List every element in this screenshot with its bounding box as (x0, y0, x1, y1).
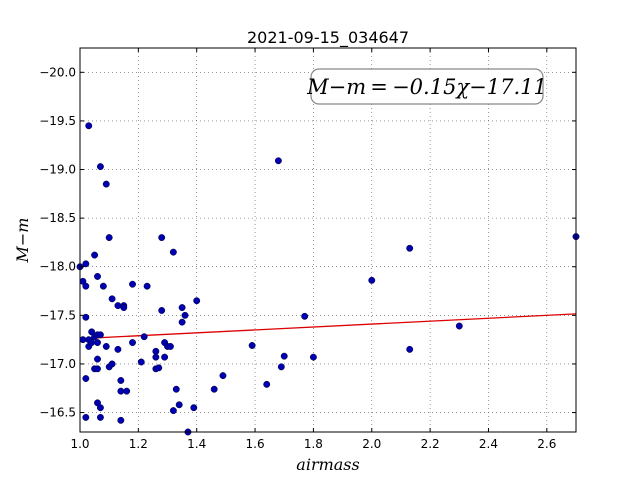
y-tick-label: −17.0 (39, 357, 76, 371)
data-point (102, 180, 110, 188)
data-point (82, 313, 90, 321)
data-point (155, 364, 163, 372)
data-point (161, 353, 169, 361)
y-tick-label: −16.5 (39, 406, 76, 420)
data-point (96, 331, 104, 339)
y-tick-label: −17.5 (39, 308, 76, 322)
data-point (82, 375, 90, 382)
data-point (158, 307, 166, 314)
data-point (263, 380, 271, 388)
data-point (158, 234, 166, 242)
x-tick-label: 2.6 (537, 437, 556, 451)
data-point (82, 282, 90, 290)
data-point (143, 282, 151, 290)
data-point (117, 377, 125, 384)
data-point (248, 342, 256, 349)
y-tick-label: −19.0 (39, 163, 76, 177)
data-point (91, 251, 99, 259)
chart-title: 2021-09-15_034647 (247, 28, 409, 48)
data-point (193, 297, 201, 305)
y-tick-label: −20.0 (39, 65, 76, 79)
data-point (190, 404, 198, 412)
data-point (140, 333, 148, 341)
data-point (108, 360, 116, 368)
data-point (79, 336, 87, 344)
data-point (169, 248, 177, 256)
data-point (114, 302, 122, 310)
data-point (96, 404, 104, 412)
data-point (88, 339, 96, 347)
data-point (368, 276, 376, 284)
data-point (406, 244, 414, 252)
y-tick-label: −19.5 (39, 114, 76, 128)
data-point (274, 157, 282, 165)
data-point (181, 311, 189, 319)
fit-equation-frame (310, 68, 544, 105)
x-tick-label: 1.0 (70, 437, 89, 451)
data-point (108, 295, 116, 303)
fit-line-group (79, 313, 577, 340)
data-point (82, 413, 90, 421)
data-point (166, 343, 174, 350)
data-point (175, 401, 183, 409)
grid (79, 48, 576, 432)
x-tick-label: 2.2 (421, 437, 440, 451)
tick-marks (79, 48, 576, 432)
data-point (406, 345, 414, 353)
data-point (152, 347, 160, 355)
plot-frame (79, 47, 577, 433)
data-point (309, 353, 317, 361)
data-point (123, 387, 131, 395)
data-point (137, 358, 145, 366)
data-point (82, 260, 90, 268)
y-tick-label: −18.0 (39, 260, 76, 274)
x-tick-label: 1.2 (129, 437, 148, 451)
data-point (301, 312, 309, 320)
x-tick-label: 1.6 (246, 437, 265, 451)
data-point (117, 387, 125, 395)
data-point (99, 282, 107, 290)
y-tick-labels: −16.5 −17.0 −17.5 −18.0 −18.5 −19.0 −19.5 −20.0 (39, 65, 76, 419)
x-tick-label: 2.0 (362, 437, 381, 451)
data-point (172, 385, 180, 393)
x-tick-label: 1.8 (304, 437, 323, 451)
y-tick-label: −18.5 (39, 211, 76, 225)
data-point (277, 363, 285, 371)
scatter-points (76, 122, 580, 436)
x-tick-label: 2.4 (479, 437, 498, 451)
data-point (96, 163, 104, 171)
plot-background (80, 48, 576, 432)
data-point (280, 352, 288, 360)
y-axis-label: M−m (13, 218, 32, 264)
data-point (455, 322, 463, 330)
data-point (96, 413, 104, 421)
x-tick-labels: 1.0 1.2 1.4 1.6 1.8 2.0 2.2 2.4 2.6 (70, 437, 556, 451)
data-point (94, 365, 101, 373)
plot-area (76, 47, 580, 436)
fit-equation-box: M−m = −0.15χ−17.11 (306, 68, 547, 105)
data-point (105, 234, 113, 242)
data-point (152, 353, 160, 361)
data-point (117, 416, 125, 424)
data-point (129, 280, 136, 288)
data-point (102, 343, 110, 350)
data-point (178, 304, 186, 312)
data-point (94, 355, 101, 363)
data-point (129, 339, 136, 347)
data-point (169, 407, 177, 415)
data-point (94, 339, 101, 347)
fit-line (79, 313, 577, 340)
data-point (210, 385, 218, 393)
x-axis-label: airmass (296, 455, 359, 474)
data-point (114, 345, 122, 353)
x-tick-label: 1.4 (187, 437, 206, 451)
data-point (85, 122, 93, 130)
data-point (120, 304, 128, 312)
data-point (178, 318, 186, 326)
fit-equation-label: M−m = −0.15χ−17.11 (306, 75, 547, 99)
data-point (94, 273, 101, 280)
data-point (219, 372, 227, 380)
